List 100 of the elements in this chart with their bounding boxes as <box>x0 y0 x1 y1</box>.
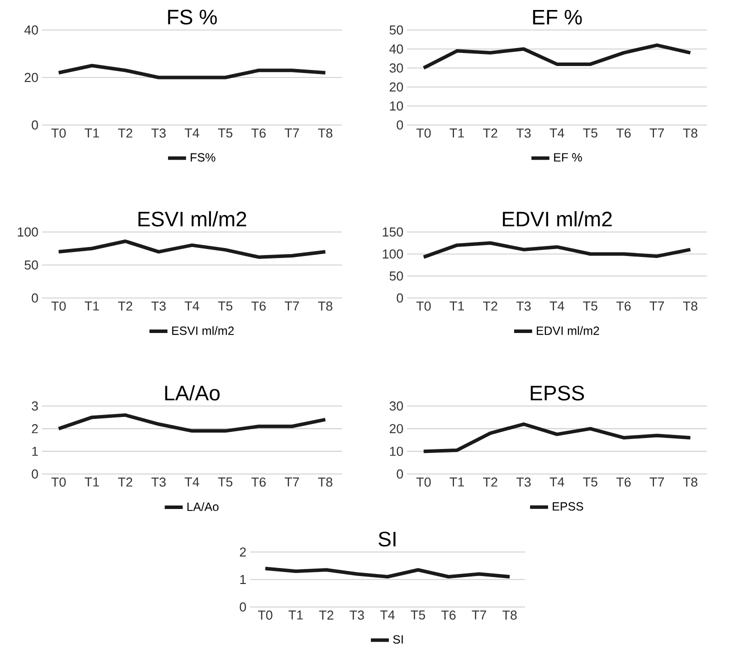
y-tick-label: 0 <box>396 469 403 479</box>
x-tick-label: T8 <box>683 302 698 311</box>
x-tick-label: T3 <box>151 128 166 138</box>
x-tick-label: T3 <box>516 478 531 487</box>
x-tick-label: T2 <box>118 128 132 138</box>
x-tick-label: T7 <box>284 128 299 138</box>
x-tick-label: T2 <box>483 128 498 138</box>
y-tick-label: 30 <box>390 401 403 411</box>
x-tick-label: T4 <box>380 610 395 620</box>
x-tick-label: T7 <box>650 302 664 310</box>
x-tick-label: T3 <box>516 128 531 138</box>
x-tick-label: T4 <box>184 128 200 138</box>
line-series <box>422 422 692 454</box>
x-tick-label: T8 <box>318 128 332 138</box>
y-tick-label: 0 <box>32 469 38 479</box>
x-tick-label: T3 <box>151 302 166 311</box>
x-tick-label: T5 <box>583 478 598 487</box>
x-tick-label: T6 <box>251 128 266 138</box>
x-tick-label: T0 <box>51 128 66 138</box>
line-series <box>264 566 512 578</box>
chart-title: EF % <box>533 10 582 24</box>
legend-label: EDVI ml/m2 <box>536 326 600 335</box>
x-tick-label: T2 <box>118 302 132 311</box>
y-tick-label: 0 <box>32 293 38 303</box>
y-tick-label: 3 <box>32 401 38 411</box>
y-tick-label: 50 <box>24 260 38 270</box>
x-tick-label: T7 <box>650 128 664 138</box>
x-tick-label: T1 <box>84 128 99 138</box>
x-tick-label: T5 <box>410 610 426 620</box>
x-tick-label: T5 <box>583 302 598 311</box>
chart-title: LA/Ao <box>165 385 220 400</box>
y-tick-label: 100 <box>382 249 403 259</box>
y-tick-label: 10 <box>390 101 403 111</box>
x-tick-label: T8 <box>683 478 698 487</box>
x-tick-label: T3 <box>151 478 166 487</box>
legend-label: EPSS <box>552 502 584 511</box>
x-tick-label: T7 <box>472 610 486 620</box>
y-tick-label: 0 <box>396 293 403 303</box>
line-series <box>422 241 692 259</box>
y-tick-label: 100 <box>18 227 38 237</box>
y-tick-label: 20 <box>390 424 403 434</box>
line-series <box>56 413 328 433</box>
y-tick-label: 10 <box>390 446 403 456</box>
x-tick-label: T5 <box>218 128 232 138</box>
x-tick-label: T6 <box>616 302 631 311</box>
x-tick-label: T8 <box>318 478 332 487</box>
x-tick-label: T2 <box>483 302 498 311</box>
x-tick-label: T6 <box>616 478 631 487</box>
y-tick-label: 2 <box>240 547 246 557</box>
chart-title: SI <box>378 532 396 546</box>
x-tick-label: T1 <box>84 302 99 310</box>
x-tick-label: T0 <box>258 610 272 620</box>
line-series <box>422 43 692 70</box>
y-tick-label: 2 <box>32 424 38 434</box>
x-tick-label: T4 <box>550 128 564 138</box>
y-tick-label: 0 <box>32 120 38 130</box>
y-tick-label: 0 <box>240 602 246 612</box>
x-tick-label: T6 <box>616 128 631 138</box>
y-tick-label: 40 <box>24 25 38 35</box>
legend-label: EF % <box>554 153 582 162</box>
x-tick-label: T4 <box>550 478 564 486</box>
y-tick-label: 50 <box>390 25 403 35</box>
x-tick-label: T8 <box>502 610 517 620</box>
chart-title: FS % <box>168 10 217 24</box>
x-tick-label: T0 <box>416 478 431 487</box>
chart-title: ESVI ml/m2 <box>138 211 246 226</box>
x-tick-label: T1 <box>450 478 464 486</box>
x-tick-label: T8 <box>318 302 332 311</box>
y-tick-label: 20 <box>24 72 38 82</box>
x-tick-label: T3 <box>516 302 531 311</box>
y-tick-label: 150 <box>382 227 403 237</box>
x-tick-label: T1 <box>288 610 303 620</box>
legend-label: ESVI ml/m2 <box>172 326 234 335</box>
x-tick-label: T0 <box>416 128 431 138</box>
x-tick-label: T6 <box>251 478 266 487</box>
x-tick-label: T5 <box>583 128 598 138</box>
x-tick-label: T0 <box>51 478 66 487</box>
x-tick-label: T2 <box>483 478 498 487</box>
chart-title: EDVI ml/m2 <box>502 211 612 226</box>
chart-title: EPSS <box>530 386 584 400</box>
legend-label: SI <box>393 635 403 644</box>
y-tick-label: 1 <box>32 446 38 456</box>
x-tick-label: T1 <box>450 302 464 310</box>
y-tick-label: 0 <box>396 120 403 130</box>
x-tick-label: T6 <box>251 302 266 311</box>
x-tick-label: T6 <box>441 610 456 620</box>
x-tick-label: T1 <box>84 478 99 486</box>
x-tick-label: T7 <box>650 478 664 486</box>
y-tick-label: 40 <box>389 44 403 54</box>
legend-label: LA/Ao <box>187 502 219 511</box>
x-tick-label: T4 <box>184 478 200 486</box>
x-tick-label: T7 <box>284 302 299 310</box>
x-tick-label: T0 <box>51 302 66 311</box>
y-tick-label: 20 <box>390 82 403 92</box>
y-tick-label: 50 <box>390 271 403 281</box>
x-tick-label: T4 <box>184 302 200 310</box>
y-tick-label: 30 <box>390 63 403 73</box>
x-tick-label: T3 <box>350 610 364 620</box>
legend-label: FS% <box>190 153 216 162</box>
x-tick-label: T5 <box>218 478 232 487</box>
